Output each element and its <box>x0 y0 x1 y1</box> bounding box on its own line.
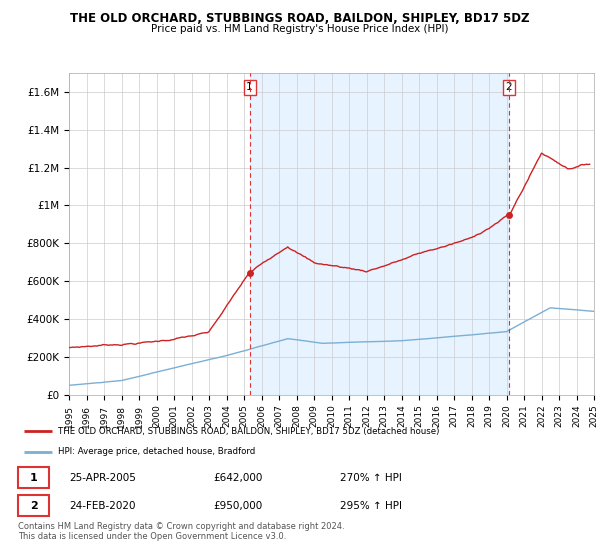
Bar <box>250 73 509 395</box>
Text: 295% ↑ HPI: 295% ↑ HPI <box>340 501 403 511</box>
Text: 270% ↑ HPI: 270% ↑ HPI <box>340 473 402 483</box>
Text: £950,000: £950,000 <box>214 501 263 511</box>
Text: 25-APR-2005: 25-APR-2005 <box>70 473 136 483</box>
Text: THE OLD ORCHARD, STUBBINGS ROAD, BAILDON, SHIPLEY, BD17 5DZ (detached house): THE OLD ORCHARD, STUBBINGS ROAD, BAILDON… <box>58 427 439 436</box>
Text: HPI: Average price, detached house, Bradford: HPI: Average price, detached house, Brad… <box>58 447 256 456</box>
Text: 24-FEB-2020: 24-FEB-2020 <box>70 501 136 511</box>
Text: Price paid vs. HM Land Registry's House Price Index (HPI): Price paid vs. HM Land Registry's House … <box>151 24 449 34</box>
Text: 2: 2 <box>505 82 512 92</box>
FancyBboxPatch shape <box>18 467 49 488</box>
Text: Contains HM Land Registry data © Crown copyright and database right 2024.
This d: Contains HM Land Registry data © Crown c… <box>18 522 344 542</box>
Text: 2: 2 <box>30 501 37 511</box>
Text: THE OLD ORCHARD, STUBBINGS ROAD, BAILDON, SHIPLEY, BD17 5DZ: THE OLD ORCHARD, STUBBINGS ROAD, BAILDON… <box>70 12 530 25</box>
Text: 1: 1 <box>246 82 253 92</box>
Text: £642,000: £642,000 <box>214 473 263 483</box>
Text: 1: 1 <box>30 473 37 483</box>
FancyBboxPatch shape <box>18 495 49 516</box>
